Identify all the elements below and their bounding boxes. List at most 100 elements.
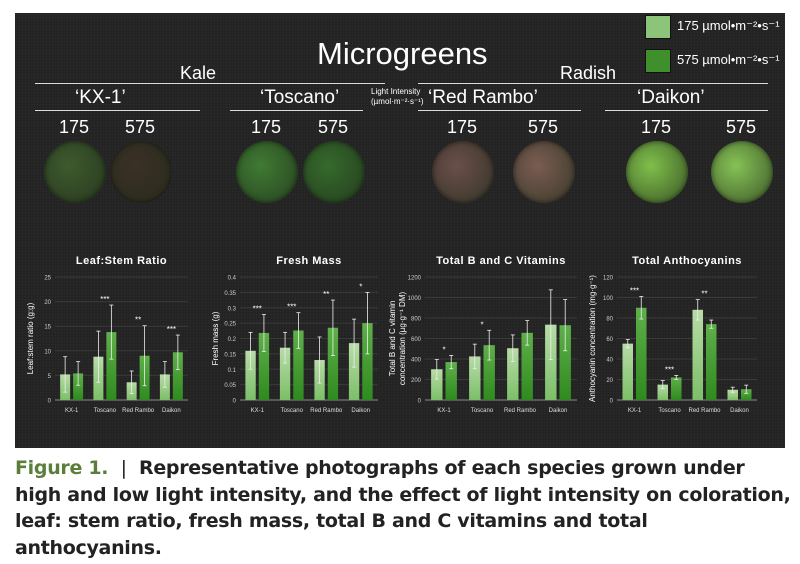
chart-title: Fresh Mass bbox=[276, 255, 342, 267]
bar-575 bbox=[741, 389, 752, 400]
variety-kx1: ‘KX-1’ bbox=[75, 87, 126, 108]
x-tick-label: Red Rambo bbox=[504, 408, 537, 414]
intensity-label: 175 bbox=[59, 117, 90, 137]
y-tick-label: 5 bbox=[48, 374, 52, 380]
bar-175 bbox=[279, 347, 291, 400]
bar-575 bbox=[258, 332, 270, 400]
y-tick-label: 40 bbox=[606, 358, 613, 364]
microgreen-photo bbox=[432, 141, 494, 203]
y-tick-label: 600 bbox=[411, 337, 422, 343]
x-tick-label: KX-1 bbox=[437, 408, 451, 414]
y-tick-label: 10 bbox=[44, 349, 51, 355]
chart-title: Total B and C Vitamins bbox=[436, 255, 566, 267]
y-tick-label: 0 bbox=[418, 399, 422, 405]
y-tick-label: 1000 bbox=[408, 296, 422, 302]
intensity-label: 575 bbox=[125, 117, 156, 137]
significance-marker: *** bbox=[630, 286, 639, 295]
y-axis-label: Fresh mass (g) bbox=[211, 311, 220, 365]
intensity-label: 175 bbox=[641, 117, 672, 137]
microgreen-photo bbox=[236, 141, 298, 203]
intensity-label: 175 bbox=[251, 117, 282, 137]
bar-575 bbox=[671, 377, 682, 400]
y-tick-label: 120 bbox=[603, 276, 614, 282]
divider bbox=[418, 83, 768, 84]
light-intensity-label: Light Intensity (µmol·m⁻²·s⁻¹) bbox=[371, 87, 424, 107]
y-tick-label: 0.25 bbox=[224, 322, 236, 328]
microgreen-photo bbox=[626, 141, 688, 203]
significance-marker: *** bbox=[665, 365, 674, 374]
y-tick-label: 0.05 bbox=[224, 383, 236, 389]
significance-marker: * bbox=[442, 345, 445, 354]
x-tick-label: Red Rambo bbox=[688, 408, 721, 414]
legend-label-175: 175 µmol•m⁻²•s⁻¹ bbox=[677, 18, 780, 33]
intensity-label: 575 bbox=[726, 117, 757, 137]
chart-title: Leaf:Stem Ratio bbox=[76, 255, 167, 267]
y-tick-label: 400 bbox=[411, 358, 422, 364]
bar-175 bbox=[545, 324, 557, 400]
significance-marker: *** bbox=[253, 305, 262, 314]
significance-marker: *** bbox=[100, 295, 109, 304]
y-tick-label: 0.4 bbox=[228, 276, 237, 282]
caption-text: Representative photographs of each speci… bbox=[15, 457, 791, 559]
y-tick-label: 25 bbox=[44, 276, 51, 282]
y-tick-label: 20 bbox=[606, 378, 613, 384]
y-tick-label: 0.2 bbox=[228, 337, 237, 343]
legend-label-575: 575 µmol•m⁻²•s⁻¹ bbox=[677, 52, 780, 67]
significance-marker: * bbox=[480, 320, 483, 329]
variety-toscano: ‘Toscano’ bbox=[260, 87, 340, 108]
x-tick-label: Daikon bbox=[351, 408, 370, 414]
x-tick-label: Red Rambo bbox=[310, 408, 343, 414]
intensity-label: 575 bbox=[318, 117, 349, 137]
variety-daikon: ‘Daikon’ bbox=[637, 87, 705, 108]
microgreen-photo bbox=[44, 141, 106, 203]
y-tick-label: 0.1 bbox=[228, 368, 237, 374]
y-tick-label: 0 bbox=[48, 399, 52, 405]
figure-title: Microgreens bbox=[317, 36, 488, 71]
group-label-radish: Radish bbox=[560, 63, 617, 83]
y-tick-label: 0 bbox=[233, 399, 237, 405]
y-axis-label: Total B and C vitamin bbox=[388, 301, 397, 377]
y-tick-label: 1200 bbox=[408, 276, 422, 282]
x-tick-label: Toscano bbox=[658, 408, 681, 414]
microgreen-photo bbox=[711, 141, 773, 203]
bar-575 bbox=[521, 332, 533, 400]
y-tick-label: 15 bbox=[44, 325, 51, 331]
significance-marker: ** bbox=[701, 290, 707, 299]
bar-575 bbox=[327, 327, 339, 400]
y-tick-label: 100 bbox=[603, 296, 614, 302]
significance-marker: * bbox=[359, 282, 362, 291]
divider bbox=[418, 110, 581, 111]
bar-175 bbox=[727, 389, 738, 400]
bar-175 bbox=[469, 356, 481, 400]
x-tick-label: Daikon bbox=[730, 408, 749, 414]
y-tick-label: 0.35 bbox=[224, 291, 236, 297]
microgreen-photo bbox=[110, 141, 172, 203]
intensity-label: 175 bbox=[447, 117, 478, 137]
microgreen-photo bbox=[513, 141, 575, 203]
divider bbox=[35, 83, 385, 84]
legend-swatch-175 bbox=[645, 15, 671, 39]
caption-label: Figure 1. bbox=[15, 457, 109, 479]
bar-575 bbox=[559, 325, 571, 400]
divider bbox=[35, 110, 200, 111]
chart-title: Total Anthocyanins bbox=[632, 255, 742, 267]
y-tick-label: 200 bbox=[411, 378, 422, 384]
x-tick-label: KX-1 bbox=[65, 408, 79, 414]
light-intensity-unit: (µmol·m⁻²·s⁻¹) bbox=[371, 97, 424, 106]
x-tick-label: Toscano bbox=[471, 408, 494, 414]
x-tick-label: Daikon bbox=[549, 408, 568, 414]
figure-caption: Figure 1. | Representative photographs o… bbox=[15, 455, 795, 561]
x-tick-label: KX-1 bbox=[251, 408, 265, 414]
bar-575 bbox=[172, 352, 183, 400]
bar-175 bbox=[507, 348, 519, 400]
x-tick-label: Red Rambo bbox=[122, 408, 155, 414]
y-axis-label: Anthocyanin concentration (mg·g⁻¹) bbox=[588, 275, 597, 402]
group-label-kale: Kale bbox=[180, 63, 217, 83]
significance-marker: *** bbox=[167, 325, 176, 334]
y-tick-label: 20 bbox=[44, 300, 51, 306]
light-intensity-text: Light Intensity bbox=[371, 87, 421, 96]
bar-575 bbox=[483, 345, 495, 400]
bar-575 bbox=[73, 373, 84, 400]
y-axis-label: Leaf:stem ratio (g:g) bbox=[26, 302, 35, 374]
significance-marker: ** bbox=[323, 290, 329, 299]
